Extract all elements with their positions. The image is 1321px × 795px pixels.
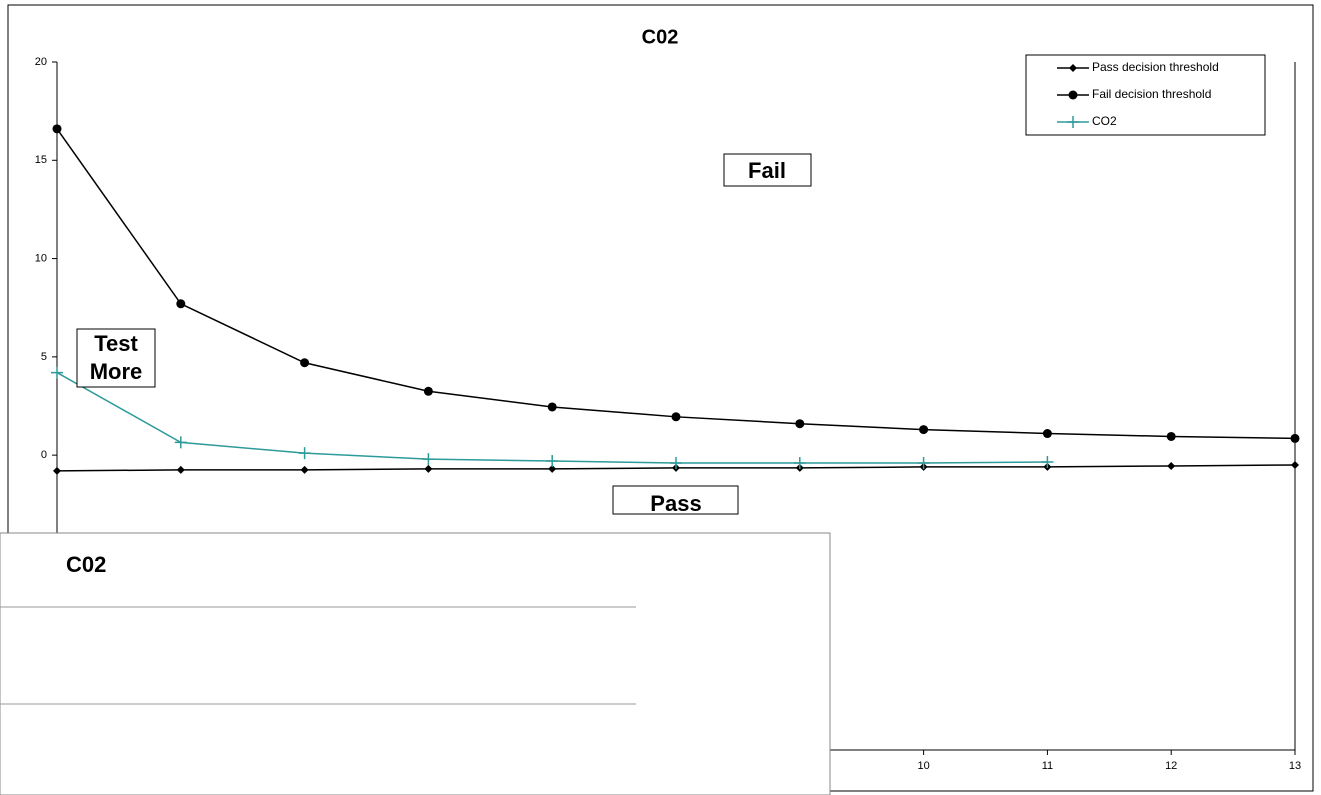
overlay-panel [0,532,831,795]
x-tick-label: 10 [917,760,929,772]
annotation: Fail [748,158,786,183]
point [1067,116,1079,128]
point [53,466,61,475]
point [176,465,185,474]
point [300,358,310,368]
point [174,436,187,449]
legend-label: Pass decision threshold [1092,60,1219,74]
point [795,419,805,429]
point [176,299,186,309]
point [300,465,309,474]
point [424,464,433,473]
point [1290,433,1300,443]
chart-title: C02 [642,26,679,48]
point [423,386,433,396]
point [670,457,682,470]
point [1069,64,1077,72]
annotation: Pass [650,491,701,516]
point [1042,429,1052,439]
y-tick-label: 15 [35,154,47,166]
point [671,412,681,422]
annotation-box [612,485,739,515]
annotation-box [76,328,156,388]
point [547,402,557,412]
annotation-line: More [90,359,143,384]
point [917,457,930,470]
y-tick-label: 10 [35,252,47,264]
annotation: Test More [90,331,143,384]
x-ticks: 10 11 12 13 [917,750,1301,772]
overlay-title: C02 [66,552,106,577]
point [1041,456,1054,469]
x-tick-label: 13 [1289,760,1301,772]
annotation-line: Test [94,331,138,356]
y-tick-label: 5 [41,351,47,363]
point [546,455,559,468]
point [793,457,806,470]
point [1068,90,1078,100]
x-tick-label: 11 [1042,760,1053,772]
legend-items: Pass decision threshold Fail decision thr… [1057,60,1219,128]
point [298,447,311,460]
legend-label: Fail decision threshold [1092,87,1211,101]
point [548,464,557,473]
y-tick-label: 0 [41,449,47,461]
point [1166,431,1176,441]
legend-label: CO2 [1092,114,1117,128]
point [919,425,929,435]
point [422,453,435,466]
point [1167,461,1176,470]
y-tick-label: 20 [35,56,47,68]
x-tick-label: 12 [1165,760,1177,772]
point [1291,460,1299,469]
point [52,124,62,134]
annotation-box [723,153,812,187]
point [51,366,63,379]
